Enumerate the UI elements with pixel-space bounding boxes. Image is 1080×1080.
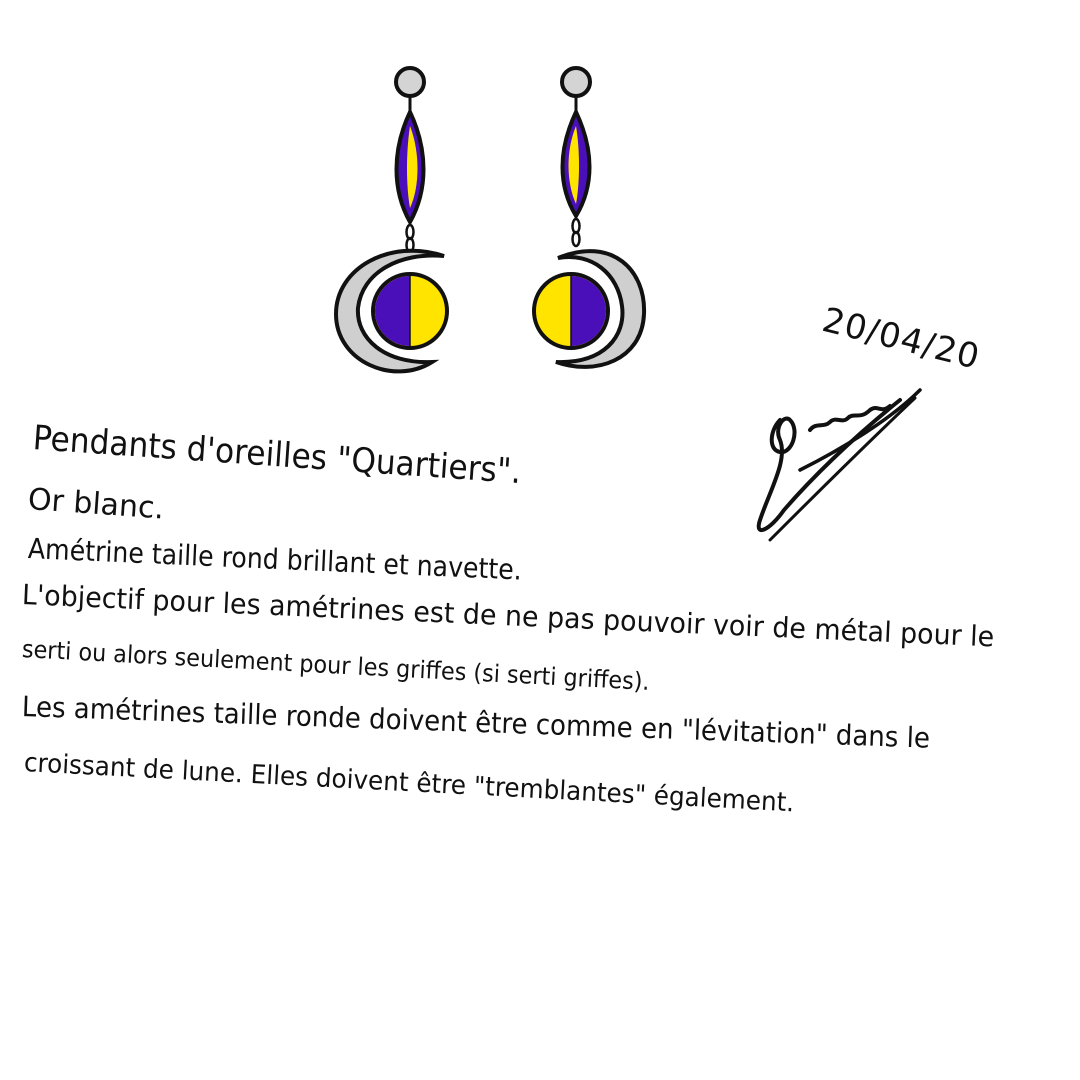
notes-stones: Amétrine taille rond brillant et navette… <box>27 532 523 587</box>
left-crescent-moon <box>333 248 445 374</box>
notes-goal-line-2: serti ou alors seulement pour les griffe… <box>21 635 651 696</box>
signature <box>756 388 922 542</box>
right-crescent-moon <box>555 249 647 369</box>
earrings-illustration <box>333 66 647 374</box>
notes-levitation-line-2: croissant de lune. Elles doivent être "t… <box>23 748 795 819</box>
right-stud <box>560 66 592 98</box>
left-earring <box>333 66 449 374</box>
left-stud <box>394 66 426 98</box>
notes-levitation-line-1: Les amétrines taille ronde doivent être … <box>21 690 931 755</box>
right-earring <box>532 66 647 369</box>
notes-metal: Or blanc. <box>26 482 166 527</box>
notes-title: Pendants d'oreilles "Quartiers". <box>31 418 523 493</box>
